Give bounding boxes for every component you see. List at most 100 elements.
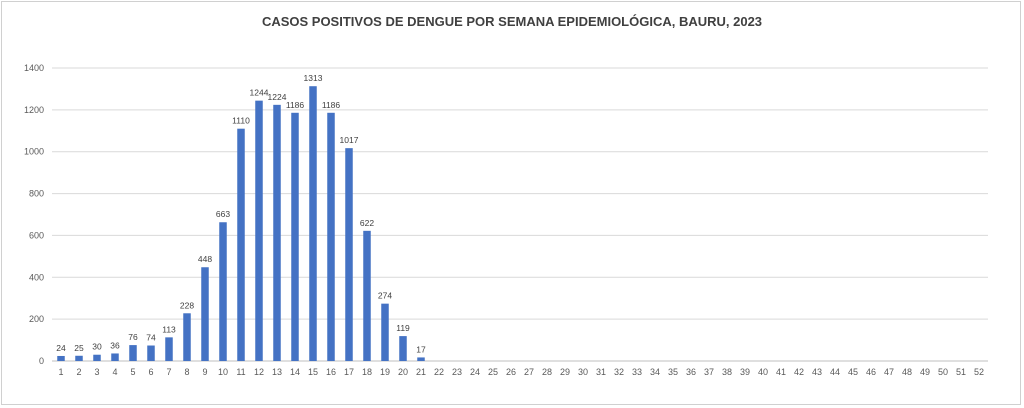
data-label: 622 bbox=[360, 218, 374, 228]
x-tick-label: 11 bbox=[236, 367, 245, 377]
data-label: 1110 bbox=[232, 116, 250, 126]
x-tick-label: 50 bbox=[938, 367, 948, 377]
bar bbox=[75, 355, 83, 361]
x-tick-label: 39 bbox=[740, 367, 750, 377]
data-label: 25 bbox=[74, 343, 84, 353]
x-tick-label: 8 bbox=[184, 367, 189, 377]
data-label: 24 bbox=[56, 343, 66, 353]
bar bbox=[327, 112, 335, 361]
x-tick-label: 18 bbox=[362, 367, 372, 377]
bar bbox=[93, 354, 101, 361]
data-label: 1017 bbox=[340, 135, 359, 145]
bar bbox=[219, 222, 227, 361]
x-tick-label: 34 bbox=[650, 367, 660, 377]
bar bbox=[129, 345, 137, 361]
x-tick-label: 49 bbox=[920, 367, 930, 377]
x-tick-label: 2 bbox=[76, 367, 81, 377]
x-tick-label: 16 bbox=[326, 367, 336, 377]
x-tick-label: 32 bbox=[614, 367, 624, 377]
data-label: 1244 bbox=[250, 88, 269, 98]
bar bbox=[57, 355, 65, 361]
x-tick-label: 10 bbox=[218, 367, 228, 377]
x-tick-label: 19 bbox=[380, 367, 390, 377]
data-label: 113 bbox=[162, 324, 176, 334]
x-tick-label: 52 bbox=[974, 367, 984, 377]
x-tick-label: 38 bbox=[722, 367, 732, 377]
x-tick-label: 14 bbox=[290, 367, 300, 377]
y-tick-label: 1400 bbox=[24, 63, 44, 73]
x-tick-label: 41 bbox=[776, 367, 786, 377]
bar bbox=[417, 357, 425, 361]
data-label: 1313 bbox=[304, 73, 323, 83]
x-tick-label: 27 bbox=[524, 367, 534, 377]
y-tick-label: 800 bbox=[29, 189, 44, 199]
x-tick-label: 46 bbox=[866, 367, 876, 377]
x-tick-label: 1 bbox=[58, 367, 63, 377]
x-tick-label: 40 bbox=[758, 367, 768, 377]
bar bbox=[363, 230, 371, 361]
x-tick-label: 43 bbox=[812, 367, 822, 377]
x-tick-label: 15 bbox=[308, 367, 318, 377]
y-tick-label: 400 bbox=[29, 272, 44, 282]
y-tick-label: 1000 bbox=[24, 147, 44, 157]
bar bbox=[345, 148, 353, 361]
bar bbox=[399, 336, 407, 361]
data-label: 76 bbox=[128, 332, 138, 342]
x-tick-label: 7 bbox=[166, 367, 171, 377]
x-tick-label: 36 bbox=[686, 367, 696, 377]
data-label: 74 bbox=[146, 333, 156, 343]
x-tick-label: 45 bbox=[848, 367, 858, 377]
x-tick-label: 47 bbox=[884, 367, 894, 377]
data-label: 448 bbox=[198, 254, 212, 264]
x-tick-label: 30 bbox=[578, 367, 588, 377]
x-tick-label: 4 bbox=[112, 367, 117, 377]
x-tick-label: 26 bbox=[506, 367, 516, 377]
data-label: 119 bbox=[396, 323, 410, 333]
x-tick-label: 20 bbox=[398, 367, 408, 377]
bar bbox=[291, 112, 299, 361]
data-label: 1224 bbox=[268, 92, 287, 102]
x-tick-label: 23 bbox=[452, 367, 462, 377]
chart-title: CASOS POSITIVOS DE DENGUE POR SEMANA EPI… bbox=[261, 14, 763, 29]
data-label: 1186 bbox=[286, 100, 305, 110]
x-tick-label: 21 bbox=[416, 367, 426, 377]
data-label: 663 bbox=[216, 209, 230, 219]
y-tick-label: 600 bbox=[29, 230, 44, 240]
data-label: 30 bbox=[92, 342, 102, 352]
bar bbox=[381, 303, 389, 361]
x-tick-label: 24 bbox=[470, 367, 480, 377]
y-tick-label: 200 bbox=[29, 314, 44, 324]
bar bbox=[255, 100, 263, 362]
data-label: 1186 bbox=[322, 100, 341, 110]
x-tick-label: 25 bbox=[488, 367, 498, 377]
y-tick-label: 1200 bbox=[24, 105, 44, 115]
data-label: 228 bbox=[180, 300, 194, 310]
x-tick-label: 17 bbox=[344, 367, 354, 377]
x-tick-label: 48 bbox=[902, 367, 912, 377]
bar bbox=[165, 337, 173, 361]
data-label: 36 bbox=[110, 340, 120, 350]
bar bbox=[237, 128, 245, 361]
bar bbox=[147, 345, 155, 361]
bar bbox=[111, 353, 119, 361]
x-tick-label: 6 bbox=[148, 367, 153, 377]
x-tick-label: 44 bbox=[830, 367, 840, 377]
bar bbox=[201, 267, 209, 361]
x-tick-label: 5 bbox=[130, 367, 135, 377]
x-tick-label: 33 bbox=[632, 367, 642, 377]
x-tick-label: 29 bbox=[560, 367, 570, 377]
x-tick-label: 35 bbox=[668, 367, 678, 377]
bar bbox=[309, 86, 317, 361]
x-tick-label: 37 bbox=[704, 367, 714, 377]
y-tick-label: 0 bbox=[39, 356, 44, 366]
x-tick-label: 13 bbox=[272, 367, 282, 377]
data-label: 274 bbox=[378, 291, 392, 301]
x-tick-label: 3 bbox=[94, 367, 99, 377]
x-tick-label: 42 bbox=[794, 367, 804, 377]
x-tick-label: 12 bbox=[254, 367, 264, 377]
data-label: 17 bbox=[416, 344, 426, 354]
x-tick-label: 51 bbox=[956, 367, 966, 377]
x-tick-label: 31 bbox=[596, 367, 606, 377]
x-tick-label: 9 bbox=[202, 367, 207, 377]
